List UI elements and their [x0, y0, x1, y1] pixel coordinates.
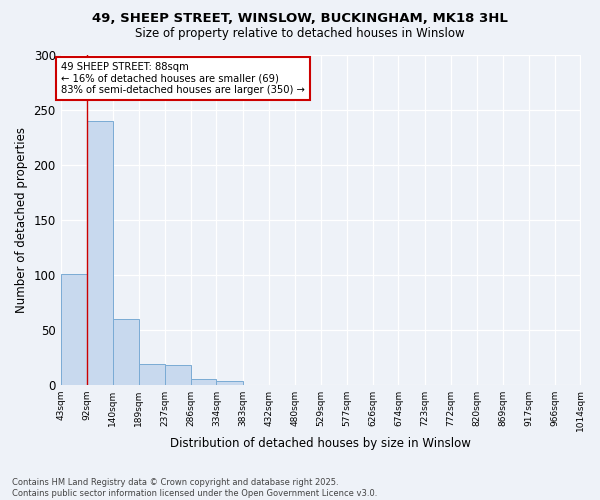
Y-axis label: Number of detached properties: Number of detached properties	[15, 127, 28, 313]
Text: 49, SHEEP STREET, WINSLOW, BUCKINGHAM, MK18 3HL: 49, SHEEP STREET, WINSLOW, BUCKINGHAM, M…	[92, 12, 508, 26]
Bar	[61, 274, 87, 384]
Bar	[139, 364, 164, 384]
Bar	[87, 121, 113, 384]
Text: 49 SHEEP STREET: 88sqm
← 16% of detached houses are smaller (69)
83% of semi-det: 49 SHEEP STREET: 88sqm ← 16% of detached…	[61, 62, 305, 95]
Bar	[191, 379, 217, 384]
Bar	[113, 318, 139, 384]
Text: Size of property relative to detached houses in Winslow: Size of property relative to detached ho…	[135, 28, 465, 40]
Bar	[217, 382, 242, 384]
Bar	[164, 365, 191, 384]
Text: Contains HM Land Registry data © Crown copyright and database right 2025.
Contai: Contains HM Land Registry data © Crown c…	[12, 478, 377, 498]
X-axis label: Distribution of detached houses by size in Winslow: Distribution of detached houses by size …	[170, 437, 471, 450]
